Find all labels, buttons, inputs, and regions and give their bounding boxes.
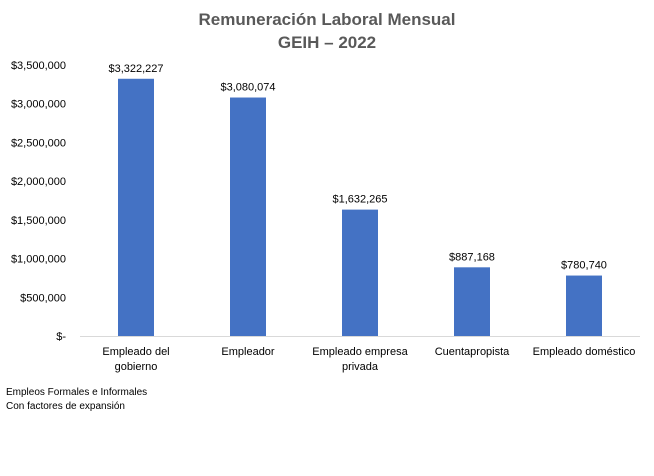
x-tick-label: Empleado del <box>102 346 169 358</box>
bar <box>342 209 378 336</box>
y-tick-label: $1,000,000 <box>11 254 66 266</box>
chart-subtitle: GEIH – 2022 <box>278 33 376 52</box>
y-tick-label: $500,000 <box>20 292 66 304</box>
bar-series: $3,322,227 $3,080,074 $1,632,265 $887,168 $7… <box>108 63 607 336</box>
bar <box>566 275 602 336</box>
x-axis: Empleado del gobierno Empleador Empleado em… <box>80 336 640 373</box>
data-label: $887,168 <box>449 251 495 263</box>
y-tick-label: $3,500,000 <box>11 60 66 72</box>
y-axis: $- $500,000 $1,000,000 $1,500,000 $2,000,000… <box>11 60 66 343</box>
bar <box>118 78 154 336</box>
x-tick-label: Cuentapropista <box>435 346 510 358</box>
y-tick-label: $1,500,000 <box>11 215 66 227</box>
y-tick-label: $2,500,000 <box>11 137 66 149</box>
bar <box>454 267 490 336</box>
bar <box>230 97 266 336</box>
data-label: $3,080,074 <box>220 82 275 94</box>
data-label: $1,632,265 <box>332 194 387 206</box>
x-tick-label: privada <box>342 361 379 373</box>
y-tick-label: $2,000,000 <box>11 176 66 188</box>
y-tick-label: $3,000,000 <box>11 99 66 111</box>
footnote-line-2: Con factores de expansión <box>6 401 125 412</box>
x-tick-label: Empleado doméstico <box>533 346 636 358</box>
footnote: Empleos Formales e Informales Con factor… <box>6 386 147 414</box>
data-label: $780,740 <box>561 260 607 272</box>
chart-title: Remuneración Laboral Mensual <box>199 10 456 29</box>
data-label: $3,322,227 <box>108 63 163 75</box>
x-tick-label: Empleador <box>221 346 275 358</box>
footnote-line-1: Empleos Formales e Informales <box>6 387 148 398</box>
x-tick-label: Empleado empresa <box>312 346 408 358</box>
x-tick-label: gobierno <box>115 361 158 373</box>
y-tick-label: $- <box>56 331 66 343</box>
